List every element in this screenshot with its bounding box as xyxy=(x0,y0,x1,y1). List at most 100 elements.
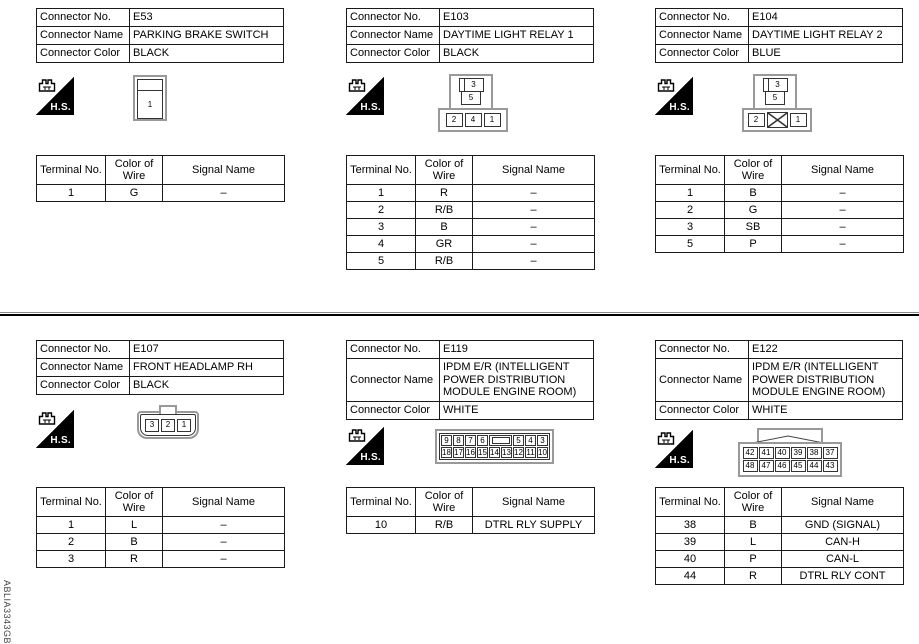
cavity-17: 17 xyxy=(453,447,464,458)
terminal-no-cell: 2 xyxy=(655,201,725,219)
crossed-cavity xyxy=(766,112,788,128)
terminal-row: 1 B – xyxy=(655,184,904,202)
terminal-row: 1 R – xyxy=(346,184,595,202)
terminal-row: 40 P CAN-L xyxy=(655,550,904,568)
cavity-3: 3 xyxy=(767,78,788,92)
terminal-no-cell: 1 xyxy=(655,184,725,202)
signal-name-header: Signal Name xyxy=(472,155,595,185)
terminal-table: Terminal No. Color of Wire Signal Name 1… xyxy=(346,155,595,270)
signal-name-cell: – xyxy=(472,201,595,219)
terminal-no-cell: 39 xyxy=(655,533,725,551)
terminal-no-header: Terminal No. xyxy=(655,487,725,517)
terminal-table: Terminal No. Color of Wire Signal Name 1… xyxy=(36,487,285,568)
signal-name-cell: – xyxy=(162,533,285,551)
connector-color-label: Connector Color xyxy=(655,400,749,420)
wire-color-cell: R/B xyxy=(415,252,473,270)
hs-label: H.S. xyxy=(50,435,71,446)
cavity-9: 9 xyxy=(441,435,452,446)
color-of-wire-header: Color of Wire xyxy=(724,487,782,517)
connector-name-value: DAYTIME LIGHT RELAY 2 xyxy=(748,26,903,45)
terminal-row: 2 B – xyxy=(36,533,285,551)
connector-color-label: Connector Color xyxy=(655,44,749,63)
wire-color-cell: P xyxy=(724,235,782,253)
cavity-5: 5 xyxy=(765,91,785,105)
terminal-no-cell: 4 xyxy=(346,235,416,253)
connector-name-label: Connector Name xyxy=(36,358,130,377)
connector-no-value: E119 xyxy=(439,340,594,359)
signal-name-header: Signal Name xyxy=(162,487,285,517)
terminal-row: 3 B – xyxy=(346,218,595,236)
terminal-row: 44 R DTRL RLY CONT xyxy=(655,567,904,585)
connector-no-label: Connector No. xyxy=(36,340,130,359)
connector-color-value: BLACK xyxy=(439,44,594,63)
color-of-wire-header: Color of Wire xyxy=(415,155,473,185)
cavity-37: 37 xyxy=(822,447,838,459)
signal-name-cell: – xyxy=(472,235,595,253)
connector-color-label: Connector Color xyxy=(36,376,130,395)
wire-color-cell: R xyxy=(415,184,473,202)
cavity-40: 40 xyxy=(774,447,790,459)
cavity-41: 41 xyxy=(758,447,774,459)
terminal-no-cell: 40 xyxy=(655,550,725,568)
connector-name-value: FRONT HEADLAMP RH xyxy=(129,358,284,377)
cavity-8: 8 xyxy=(453,435,464,446)
signal-name-header: Signal Name xyxy=(472,487,595,517)
connector-no-label: Connector No. xyxy=(346,340,440,359)
terminal-no-cell: 10 xyxy=(346,516,416,534)
cavity-3: 3 xyxy=(537,435,548,446)
figure-code: ABLIA3343GB xyxy=(2,580,12,644)
connector-info-table: Connector No. E119 Connector Name IPDM E… xyxy=(346,340,594,420)
terminal-no-cell: 1 xyxy=(36,516,106,534)
connector-color-value: BLACK xyxy=(129,376,284,395)
cavity-6: 6 xyxy=(477,435,488,446)
cavity-blank xyxy=(138,80,162,91)
connector-block-e107: Connector No. E107 Connector Name FRONT … xyxy=(36,340,285,568)
connector-block-e53: Connector No. E53 Connector Name PARKING… xyxy=(36,8,285,202)
connector-block-e119: Connector No. E119 Connector Name IPDM E… xyxy=(346,340,595,534)
terminal-row: 39 L CAN-H xyxy=(655,533,904,551)
signal-name-cell: – xyxy=(781,235,904,253)
color-of-wire-header: Color of Wire xyxy=(105,155,163,185)
cavity-16: 16 xyxy=(465,447,476,458)
color-of-wire-header: Color of Wire xyxy=(724,155,782,185)
signal-name-header: Signal Name xyxy=(162,155,285,185)
signal-name-cell: DTRL RLY CONT xyxy=(781,567,904,585)
terminal-no-cell: 3 xyxy=(36,550,106,568)
harness-connector-icon xyxy=(657,79,675,92)
connector-diagram-e104: 3 5 2 1 xyxy=(742,74,812,132)
connector-name-label: Connector Name xyxy=(346,26,440,45)
cavity-3: 3 xyxy=(145,418,159,432)
cavity-46: 46 xyxy=(774,460,790,472)
terminal-row: 2 R/B – xyxy=(346,201,595,219)
connector-name-label: Connector Name xyxy=(346,358,440,402)
connector-no-label: Connector No. xyxy=(655,340,749,359)
terminal-row: 3 R – xyxy=(36,550,285,568)
terminal-table: Terminal No. Color of Wire Signal Name 1… xyxy=(346,487,595,534)
cavity-1: 1 xyxy=(147,100,153,109)
cavity-11: 11 xyxy=(525,447,536,458)
signal-name-cell: – xyxy=(781,184,904,202)
signal-name-cell: – xyxy=(162,516,285,534)
terminal-no-header: Terminal No. xyxy=(346,487,416,517)
connector-info-table: Connector No. E104 Connector Name DAYTIM… xyxy=(655,8,903,63)
hs-label: H.S. xyxy=(50,102,71,113)
connector-block-e103: Connector No. E103 Connector Name DAYTIM… xyxy=(346,8,595,270)
wire-color-cell: B xyxy=(105,533,163,551)
cavity-14: 14 xyxy=(489,447,500,458)
hs-badge: H.S. xyxy=(36,410,74,448)
cavity-4: 4 xyxy=(464,113,482,127)
cavity-4: 4 xyxy=(525,435,536,446)
signal-name-header: Signal Name xyxy=(781,487,904,517)
hs-label: H.S. xyxy=(669,455,690,466)
signal-name-cell: – xyxy=(162,550,285,568)
connector-color-label: Connector Color xyxy=(346,400,440,420)
signal-name-cell: DTRL RLY SUPPLY xyxy=(472,516,595,534)
connector-name-value: DAYTIME LIGHT RELAY 1 xyxy=(439,26,594,45)
terminal-no-header: Terminal No. xyxy=(655,155,725,185)
wire-color-cell: R xyxy=(105,550,163,568)
terminal-no-cell: 2 xyxy=(346,201,416,219)
wire-color-cell: P xyxy=(724,550,782,568)
terminal-no-cell: 3 xyxy=(655,218,725,236)
cavity-45: 45 xyxy=(790,460,806,472)
wire-color-cell: SB xyxy=(724,218,782,236)
